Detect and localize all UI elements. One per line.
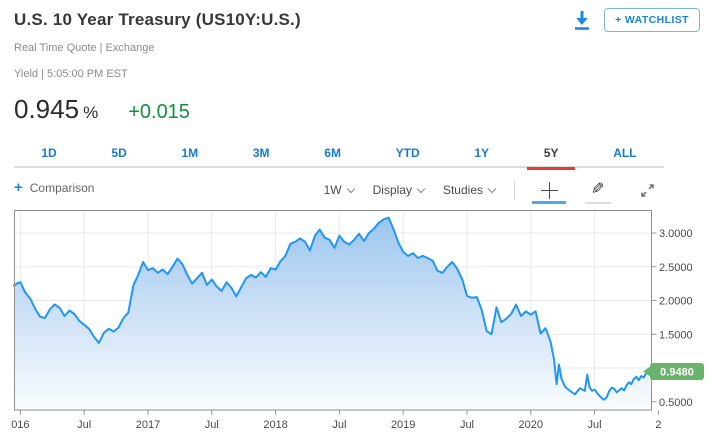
chevron-down-icon — [487, 184, 497, 194]
svg-text:2.0000: 2.0000 — [659, 296, 693, 308]
svg-text:2018: 2018 — [263, 419, 287, 431]
svg-text:1.5000: 1.5000 — [659, 329, 693, 341]
studies-dropdown[interactable]: Studies — [442, 183, 497, 197]
chart-area: 3.0000 2.5000 2.0000 1.5000 0.5000 016 Jul 2017… — [0, 200, 710, 446]
download-icon[interactable] — [572, 9, 592, 32]
tab-1m[interactable]: 1M — [181, 146, 199, 160]
header-actions: + WATCHLIST — [572, 8, 700, 32]
plus-icon: + — [14, 179, 23, 196]
toolbar-divider — [514, 180, 515, 200]
quote-context: Yield | 5:05:00 PM EST — [14, 68, 128, 80]
svg-text:Jul: Jul — [460, 419, 474, 431]
draw-tool-underline — [585, 202, 611, 204]
pencil-icon: ✎ — [591, 181, 605, 198]
svg-text:2019: 2019 — [391, 419, 415, 431]
tab-all[interactable]: ALL — [613, 146, 637, 160]
display-label: Display — [372, 183, 412, 197]
page-title: U.S. 10 Year Treasury (US10Y:U.S.) — [14, 10, 301, 29]
chart-tools: 1W Display Studies ✎ — [323, 177, 662, 204]
svg-text:Jul: Jul — [332, 419, 346, 431]
axis-labels: 3.0000 2.5000 2.0000 1.5000 0.5000 016 Jul 2017… — [11, 228, 692, 431]
range-tabs: 1D 5D 1M 3M 6M YTD 1Y 5Y ALL — [14, 144, 664, 168]
expand-icon — [640, 183, 654, 197]
svg-text:016: 016 — [11, 419, 29, 431]
chevron-down-icon — [416, 184, 426, 194]
tab-1d[interactable]: 1D — [41, 146, 57, 160]
tab-1y[interactable]: 1Y — [474, 146, 490, 160]
last-price-badge: 0.9480 — [643, 363, 704, 381]
series-line — [13, 216, 653, 401]
interval-dropdown[interactable]: 1W — [323, 183, 355, 197]
svg-text:2017: 2017 — [136, 419, 160, 431]
studies-label: Studies — [442, 183, 483, 197]
price-value: 0.945 — [14, 94, 80, 124]
draw-tool-button[interactable]: ✎ — [583, 177, 613, 204]
chevron-down-icon — [346, 184, 355, 194]
svg-text:3.0000: 3.0000 — [659, 228, 693, 240]
tab-ytd[interactable]: YTD — [395, 146, 420, 160]
svg-text:Jul: Jul — [77, 419, 91, 431]
price-change: +0.015 — [128, 101, 190, 123]
fullscreen-button[interactable] — [632, 177, 662, 203]
price-unit: % — [83, 103, 99, 122]
tab-5d[interactable]: 5D — [111, 146, 127, 160]
tab-3m[interactable]: 3M — [252, 146, 270, 160]
crosshair-tool-button[interactable] — [532, 177, 566, 204]
crosshair-icon — [540, 181, 558, 199]
svg-text:Jul: Jul — [588, 419, 602, 431]
svg-text:2020: 2020 — [519, 419, 543, 431]
plot-border — [14, 210, 652, 411]
interval-label: 1W — [323, 183, 342, 197]
comparison-button[interactable]: + Comparison — [14, 179, 95, 196]
price-row: 0.945 % +0.015 — [14, 94, 190, 125]
display-dropdown[interactable]: Display — [372, 183, 426, 197]
price-chart[interactable]: 3.0000 2.5000 2.0000 1.5000 0.5000 016 Jul 2017… — [0, 200, 710, 446]
svg-text:0.9480: 0.9480 — [660, 367, 694, 379]
svg-text:0.5000: 0.5000 — [659, 397, 693, 409]
comparison-label: Comparison — [29, 181, 95, 195]
tab-6m[interactable]: 6M — [324, 146, 341, 160]
svg-text:2: 2 — [655, 419, 661, 431]
quote-source: Real Time Quote | Exchange — [14, 42, 155, 54]
tab-5y-active[interactable]: 5Y — [540, 144, 563, 166]
add-watchlist-button[interactable]: + WATCHLIST — [604, 8, 700, 32]
svg-text:Jul: Jul — [205, 419, 219, 431]
svg-text:2.5000: 2.5000 — [659, 262, 693, 274]
active-tool-underline — [532, 201, 566, 204]
